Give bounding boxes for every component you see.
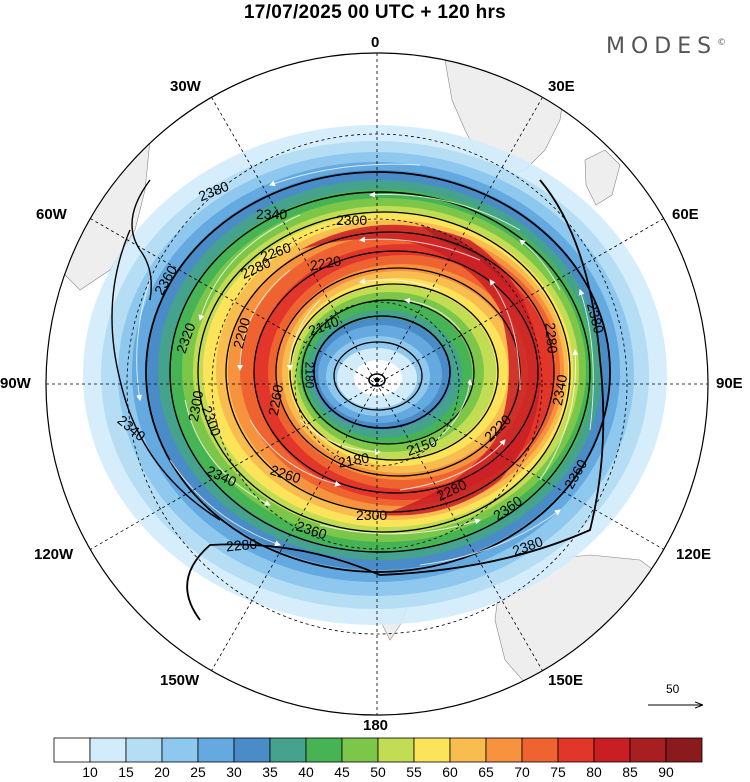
map-border [45,52,709,716]
lon-label-150e: 150E [548,672,584,689]
streamlines [136,163,594,566]
lon-label-150w: 150W [160,672,200,689]
colorbar-tick-label: 20 [154,764,170,780]
colorbar-swatch [413,737,451,763]
brand-logo: MODES© [606,34,726,59]
colorbar [53,737,703,763]
height-contours [111,171,611,621]
colorbar-tick-label: 85 [622,764,638,780]
colorbar-swatch [485,737,523,763]
colorbar-swatch [125,737,163,763]
colorbar-swatch [53,737,91,763]
lon-label-30e: 30E [548,78,575,95]
colorbar-tick-label: 25 [190,764,206,780]
lon-label-90e: 90E [716,375,743,392]
lon-label-60e: 60E [672,206,699,223]
colorbar-swatch [593,737,631,763]
colorbar-tick-label: 75 [550,764,566,780]
colorbar-tick-label: 50 [370,764,386,780]
copyright-mark: © [717,38,727,48]
lon-label-30w: 30W [170,78,201,95]
colorbar-tick-label: 35 [262,764,278,780]
colorbar-tick-label: 10 [82,764,98,780]
colorbar-swatch [233,737,271,763]
map-title: 17/07/2025 00 UTC + 120 hrs [243,2,507,23]
lon-label-0: 0 [371,34,380,51]
colorbar-swatch [89,737,127,763]
brand-name: MODES [606,34,718,59]
colorbar-tick-label: 90 [658,764,674,780]
colorbar-swatch [449,737,487,763]
lon-label-180: 180 [363,717,389,734]
colorbar-tick-label: 60 [442,764,458,780]
colorbar-tick-label: 55 [406,764,422,780]
reference-vector-label: 50 [666,682,680,696]
colorbar-swatch [557,737,595,763]
land-madagascar [584,149,621,206]
colorbar-tick-label: 80 [586,764,602,780]
lon-label-120e: 120E [676,546,712,563]
colorbar-tick-label: 45 [334,764,350,780]
lon-label-60w: 60W [36,206,67,223]
map-content [59,53,691,715]
colorbar-tick-label: 65 [478,764,494,780]
graticule [46,53,708,715]
colorbar-tick-label: 30 [226,764,242,780]
lon-label-120w: 120W [34,546,74,563]
colorbar-swatch [665,737,703,763]
colorbar-swatch [197,737,235,763]
colorbar-tick-label: 15 [118,764,134,780]
colorbar-swatch [161,737,199,763]
colorbar-swatch [629,737,667,763]
lon-label-90w: 90W [0,375,31,392]
colorbar-tick-label: 40 [298,764,314,780]
colorbar-tick-label: 70 [514,764,530,780]
colorbar-swatch [305,737,343,763]
colorbar-swatch [269,737,307,763]
colorbar-swatch [377,737,415,763]
colorbar-swatch [341,737,379,763]
colorbar-swatch [521,737,559,763]
